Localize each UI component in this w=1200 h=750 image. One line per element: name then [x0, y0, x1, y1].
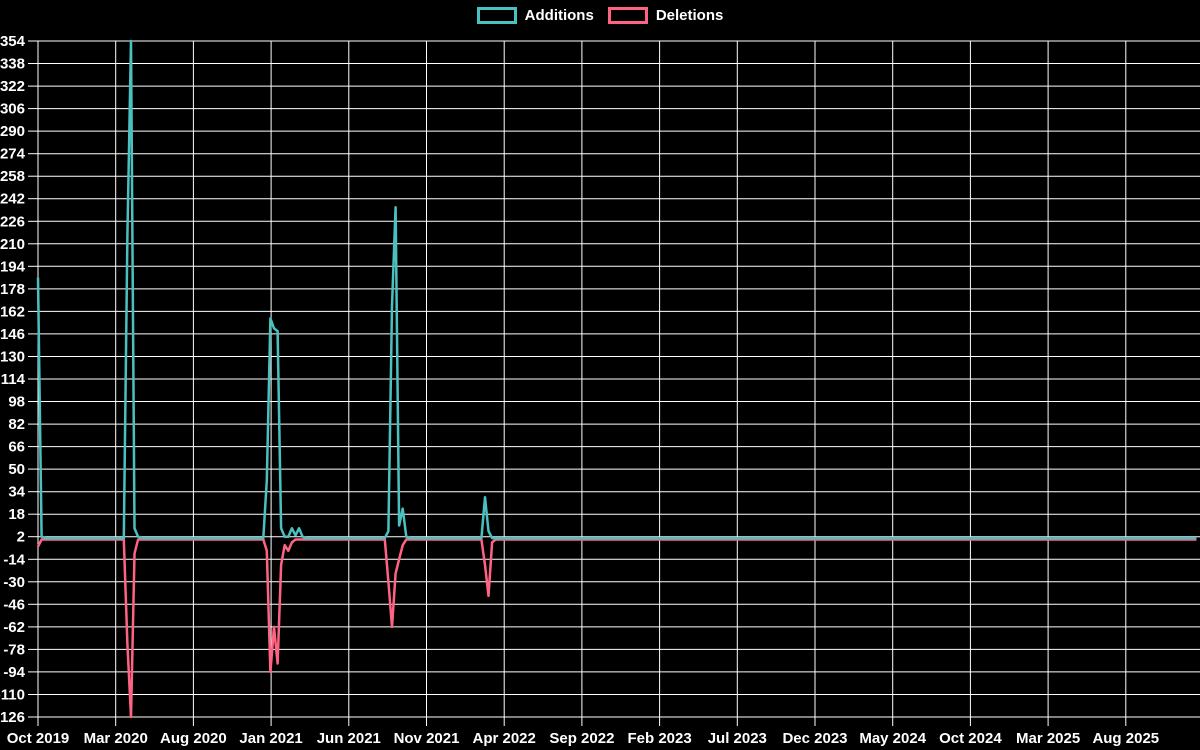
x-tick-label: Jun 2021	[317, 730, 381, 747]
legend-label-deletions: Deletions	[655, 7, 724, 24]
y-tick-label: -62	[3, 619, 25, 636]
y-tick-label: 322	[0, 78, 25, 95]
y-tick-label: 162	[0, 303, 25, 320]
x-tick-label: Mar 2020	[84, 730, 148, 747]
y-tick-label: 274	[0, 146, 26, 163]
y-tick-label: 354	[0, 33, 26, 50]
y-tick-label: 98	[8, 394, 25, 411]
x-tick-label: Apr 2022	[473, 730, 536, 747]
x-tick-label: May 2024	[859, 730, 926, 747]
x-tick-label: Feb 2023	[627, 730, 691, 747]
x-tick-label: Mar 2025	[1016, 730, 1080, 747]
y-tick-label: 130	[0, 349, 25, 366]
x-tick-label: Sep 2022	[549, 730, 614, 747]
y-tick-label: 18	[8, 506, 25, 523]
y-tick-label: -30	[3, 574, 25, 591]
x-tick-label: Jan 2021	[239, 730, 302, 747]
legend-label-additions: Additions	[524, 7, 594, 24]
y-tick-label: 338	[0, 56, 25, 73]
y-tick-label: 82	[8, 416, 25, 433]
y-tick-label: 258	[0, 168, 25, 185]
y-tick-label: -110	[0, 687, 25, 704]
y-tick-label: 146	[0, 326, 25, 343]
y-tick-label: -94	[3, 664, 25, 681]
y-tick-label: 114	[1, 371, 26, 388]
legend-item-additions[interactable]: Additions	[476, 7, 594, 24]
y-tick-label: 2	[17, 529, 25, 546]
y-tick-label: 34	[8, 484, 25, 501]
y-tick-label: 194	[0, 258, 26, 275]
deletions-line	[36, 538, 1197, 719]
x-tick-label: Oct 2019	[7, 730, 70, 747]
y-tick-label: 66	[8, 439, 25, 456]
chart-legend: Additions Deletions	[0, 7, 1200, 24]
additions-swatch-icon	[476, 7, 517, 24]
y-tick-label: 306	[0, 101, 25, 118]
y-tick-label: 226	[0, 213, 25, 230]
x-tick-label: Oct 2024	[939, 730, 1002, 747]
y-tick-label: 50	[8, 461, 25, 478]
legend-item-deletions[interactable]: Deletions	[607, 7, 724, 24]
y-tick-label: 242	[0, 191, 25, 208]
y-tick-label: 178	[0, 281, 25, 298]
y-tick-label: -126	[0, 709, 25, 726]
x-tick-label: Jul 2023	[708, 730, 767, 747]
deletions-swatch-icon	[607, 7, 648, 24]
y-tick-label: -14	[3, 551, 25, 568]
x-tick-label: Aug 2020	[160, 730, 227, 747]
x-tick-label: Aug 2025	[1092, 730, 1159, 747]
y-tick-label: 290	[0, 123, 25, 140]
x-tick-label: Nov 2021	[394, 730, 460, 747]
additions-line	[36, 39, 1197, 540]
y-tick-label: 210	[0, 236, 25, 253]
y-tick-label: -46	[3, 596, 25, 613]
y-tick-label: -78	[3, 641, 25, 658]
x-tick-label: Dec 2023	[782, 730, 847, 747]
